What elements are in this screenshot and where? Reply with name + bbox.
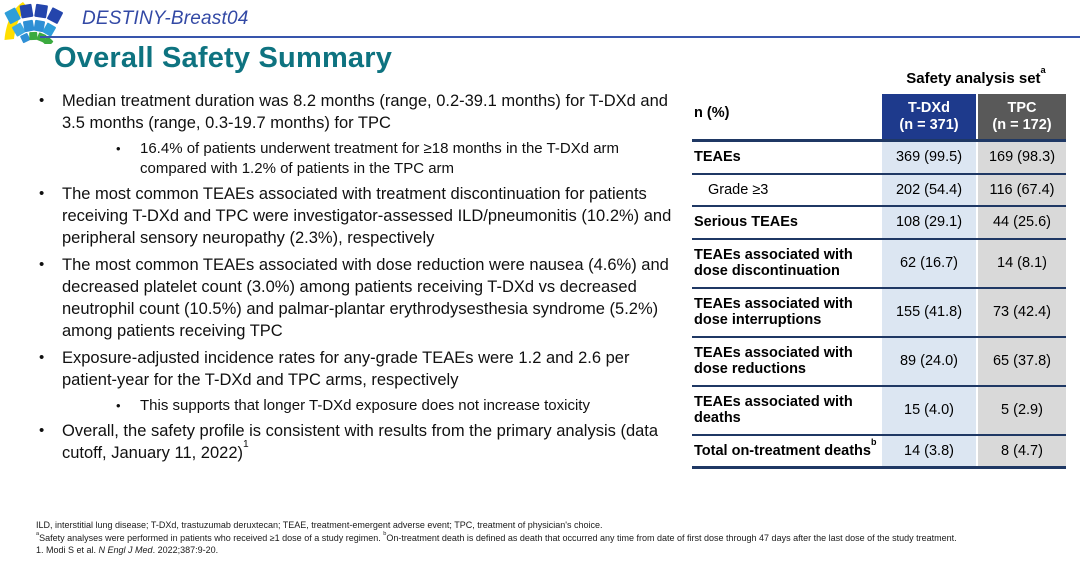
column-name: TPC: [1007, 100, 1037, 116]
row-label: TEAEs associated with dose interruptions: [692, 287, 882, 338]
header-divider: [40, 36, 1080, 38]
table-row: TEAEs associated with deaths 15 (4.0) 5 (2…: [692, 385, 1066, 436]
superscript: b: [870, 436, 877, 447]
brand-logo-icon: [4, 2, 63, 44]
tdxd-value: 108 (29.1): [882, 206, 977, 240]
tpc-value: 169 (98.3): [976, 140, 1066, 175]
bullet-item: • Overall, the safety profile is consiste…: [36, 420, 672, 464]
column-n: (n = 371): [899, 116, 959, 133]
table-row: Total on-treatment deathsb 14 (3.8) 8 (4.7…: [692, 434, 1066, 469]
row-label: TEAEs associated with deaths: [692, 385, 882, 436]
bullet-item: • Median treatment duration was 8.2 month…: [36, 90, 672, 134]
tdxd-value: 155 (41.8): [882, 287, 977, 338]
column-header-tdxd: T-DXd (n = 371): [882, 94, 977, 142]
row-label: Grade ≥3: [692, 173, 882, 207]
sub-bullet-marker: •: [116, 398, 121, 413]
row-label: TEAEs: [692, 140, 882, 175]
row-label: TEAEs associated with dose discontinuati…: [692, 238, 882, 289]
bullet-marker: •: [39, 349, 45, 366]
tdxd-value: 202 (54.4): [882, 173, 977, 207]
sub-bullet-text: 16.4% of patients underwent treatment fo…: [140, 140, 620, 177]
tpc-value: 44 (25.6): [976, 206, 1066, 240]
table-caption-superscript: a: [1040, 64, 1046, 75]
sub-bullet-marker: •: [116, 141, 121, 156]
bullet-item: • The most common TEAEs associated with t…: [36, 183, 672, 249]
column-n: (n = 172): [992, 116, 1052, 133]
reference-citation: 1. Modi S et al. N Engl J Med. 2022;387:…: [36, 544, 1076, 557]
superscript: 1: [243, 438, 249, 450]
table-row: Grade ≥3 202 (54.4) 116 (67.4): [692, 173, 1066, 207]
footnote-letter: a: [36, 530, 40, 537]
table-row: Serious TEAEs 108 (29.1) 44 (25.6): [692, 206, 1066, 240]
tpc-value: 116 (67.4): [976, 173, 1066, 207]
row-label: Serious TEAEs: [692, 206, 882, 240]
sub-bullet-item: • This supports that longer T-DXd exposur…: [36, 396, 672, 416]
bullet-item: • The most common TEAEs associated with d…: [36, 254, 672, 342]
bullet-marker: •: [39, 256, 45, 273]
tpc-value: 65 (37.8): [976, 336, 1066, 387]
footnote-text: On-treatment death is defined as death t…: [386, 532, 957, 543]
bullet-text: Overall, the safety profile is consisten…: [62, 422, 659, 462]
reference-prefix: 1. Modi S et al.: [36, 545, 99, 555]
table-row: TEAEs associated with dose interruptions…: [692, 287, 1066, 338]
tdxd-value: 15 (4.0): [882, 385, 977, 436]
tpc-value: 73 (42.4): [976, 287, 1066, 338]
page-title: Overall Safety Summary: [54, 42, 393, 74]
footnote-letter: b: [383, 530, 387, 537]
safety-table-section: Safety analysis seta n (%) T-DXd (n = 37…: [692, 65, 1068, 469]
column-name: T-DXd: [908, 100, 950, 116]
table-row: TEAEs 369 (99.5) 169 (98.3): [692, 140, 1066, 175]
bullet-text: The most common TEAEs associated with do…: [62, 256, 669, 340]
bullet-marker: •: [39, 92, 45, 109]
study-name: DESTINY-Breast04: [82, 8, 249, 29]
bullet-item: • Exposure-adjusted incidence rates for a…: [36, 347, 672, 391]
footnote-text: Safety analyses were performed in patien…: [39, 532, 384, 543]
abbreviations-note: ILD, interstitial lung disease; T-DXd, t…: [36, 520, 603, 530]
bullet-text: Exposure-adjusted incidence rates for an…: [62, 349, 630, 389]
tdxd-value: 89 (24.0): [882, 336, 977, 387]
sub-bullet-text: This supports that longer T-DXd exposure…: [140, 397, 590, 414]
column-header-tpc: TPC (n = 172): [976, 94, 1066, 142]
tdxd-value: 14 (3.8): [882, 434, 977, 469]
footnotes: ILD, interstitial lung disease; T-DXd, t…: [36, 519, 1076, 557]
tdxd-value: 369 (99.5): [882, 140, 977, 175]
row-header-label: n (%): [692, 94, 882, 142]
safety-table-body: TEAEs 369 (99.5) 169 (98.3) Grade ≥3 202 (54…: [692, 140, 1066, 469]
bullet-text: The most common TEAEs associated with tr…: [62, 185, 672, 247]
reference-journal: N Engl J Med: [98, 545, 153, 555]
bullet-marker: •: [39, 185, 45, 202]
table-caption: Safety analysis seta: [886, 65, 1066, 87]
tdxd-value: 62 (16.7): [882, 238, 977, 289]
tpc-value: 14 (8.1): [976, 238, 1066, 289]
reference-suffix: . 2022;387:9-20.: [152, 545, 219, 555]
table-header-row: n (%) T-DXd (n = 371) TPC (n = 172): [692, 94, 1066, 142]
sub-bullet-item: • 16.4% of patients underwent treatment f…: [36, 139, 672, 179]
bullet-text: Median treatment duration was 8.2 months…: [62, 92, 668, 132]
summary-bullets: • Median treatment duration was 8.2 month…: [36, 90, 672, 469]
row-label: Total on-treatment deathsb: [692, 434, 882, 469]
safety-table: n (%) T-DXd (n = 371) TPC (n = 172) TEAE…: [692, 94, 1066, 469]
bullet-marker: •: [39, 422, 45, 439]
table-caption-text: Safety analysis set: [906, 70, 1041, 87]
tpc-value: 8 (4.7): [976, 434, 1066, 469]
lettered-footnotes: aSafety analyses were performed in patie…: [36, 530, 1076, 545]
table-row: TEAEs associated with dose reductions 89 …: [692, 336, 1066, 387]
tpc-value: 5 (2.9): [976, 385, 1066, 436]
row-label: TEAEs associated with dose reductions: [692, 336, 882, 387]
table-row: TEAEs associated with dose discontinuati…: [692, 238, 1066, 289]
